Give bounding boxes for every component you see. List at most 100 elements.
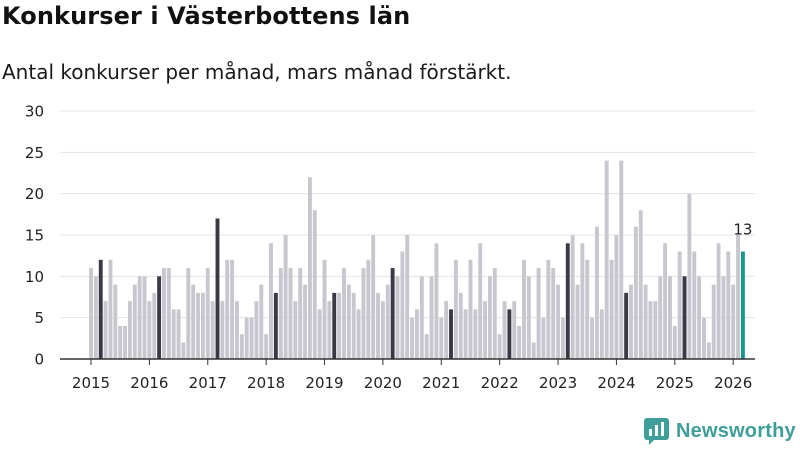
bar (181, 342, 186, 359)
bar-march (390, 268, 395, 359)
bar-latest (740, 251, 745, 359)
bar (585, 259, 590, 359)
bar (643, 284, 648, 359)
bar (492, 268, 497, 359)
bar (658, 276, 663, 359)
bar (667, 276, 672, 359)
bar (200, 292, 205, 359)
bar (619, 160, 624, 359)
bar (230, 259, 235, 359)
bar (609, 259, 614, 359)
bar (152, 292, 157, 359)
bar (337, 292, 342, 359)
bar (259, 284, 264, 359)
bar (162, 268, 166, 359)
x-tick-label: 2016 (130, 374, 168, 392)
y-tick-label: 20 (25, 185, 44, 203)
bar (497, 334, 502, 359)
bar (113, 284, 118, 359)
bar (570, 235, 575, 359)
bar (663, 243, 668, 359)
bar (672, 325, 677, 359)
bar (599, 309, 604, 359)
x-tick-label: 2015 (72, 374, 110, 392)
bar (711, 284, 716, 359)
bar (736, 235, 740, 359)
brand-name: Newsworthy (676, 420, 796, 442)
bar (444, 301, 449, 359)
y-tick-label: 10 (25, 268, 44, 286)
bar (551, 268, 556, 359)
bar (244, 317, 249, 359)
x-tick-label: 2022 (481, 374, 519, 392)
bar-march (624, 292, 629, 359)
x-tick-label: 2021 (422, 374, 460, 392)
bar (697, 276, 702, 359)
bar (385, 284, 390, 359)
bar (366, 259, 371, 359)
bar (93, 276, 98, 359)
bar (137, 276, 142, 359)
bar (648, 301, 653, 359)
bar (264, 334, 269, 359)
y-tick-label: 0 (34, 351, 44, 369)
x-tick-label: 2020 (364, 374, 402, 392)
bar (702, 317, 706, 359)
bar (536, 268, 541, 359)
bar (127, 301, 132, 359)
bar (483, 301, 488, 359)
bar (176, 309, 181, 359)
bar (692, 251, 697, 359)
bar (132, 284, 137, 359)
bar (210, 301, 215, 359)
bar (293, 301, 298, 359)
bar (400, 251, 405, 359)
bar (205, 268, 210, 359)
x-tick-label: 2017 (189, 374, 227, 392)
data-label: 13 (733, 221, 752, 239)
bar (298, 268, 303, 359)
bar (453, 259, 458, 359)
x-tick-label: 2024 (597, 374, 635, 392)
bar (517, 325, 522, 359)
bar (424, 334, 429, 359)
bar (590, 317, 595, 359)
bar-march (682, 276, 687, 359)
bar (405, 235, 410, 359)
bar (283, 235, 288, 359)
bar (395, 276, 400, 359)
bar (580, 243, 585, 359)
bar (118, 325, 123, 359)
bar-march (565, 243, 570, 359)
bar-march (273, 292, 278, 359)
bar (614, 235, 619, 359)
x-tick-label: 2025 (656, 374, 694, 392)
bar (522, 259, 526, 359)
bar (235, 301, 239, 359)
y-tick-label: 25 (25, 144, 44, 162)
bar (288, 268, 293, 359)
bar (269, 243, 273, 359)
bar (687, 193, 692, 359)
bar (478, 243, 483, 359)
chart-title: Konkurser i Västerbottens län (2, 2, 411, 30)
chart-subtitle: Antal konkurser per månad, mars månad fö… (2, 60, 512, 84)
bar (502, 301, 507, 359)
x-tick-label: 2026 (714, 374, 752, 392)
x-tick-label: 2018 (247, 374, 285, 392)
y-tick-label: 5 (34, 309, 44, 327)
bar (629, 284, 633, 359)
bar (147, 301, 152, 359)
bar (220, 301, 225, 359)
bar (633, 226, 638, 359)
bar (560, 317, 565, 359)
bar (531, 342, 536, 359)
bar-march (157, 276, 162, 359)
bar (371, 235, 376, 359)
bar-march (98, 259, 103, 359)
bar (322, 259, 327, 359)
bar-march (507, 309, 512, 359)
bar (225, 259, 230, 359)
newsworthy-logo[interactable]: Newsworthy (644, 418, 796, 445)
